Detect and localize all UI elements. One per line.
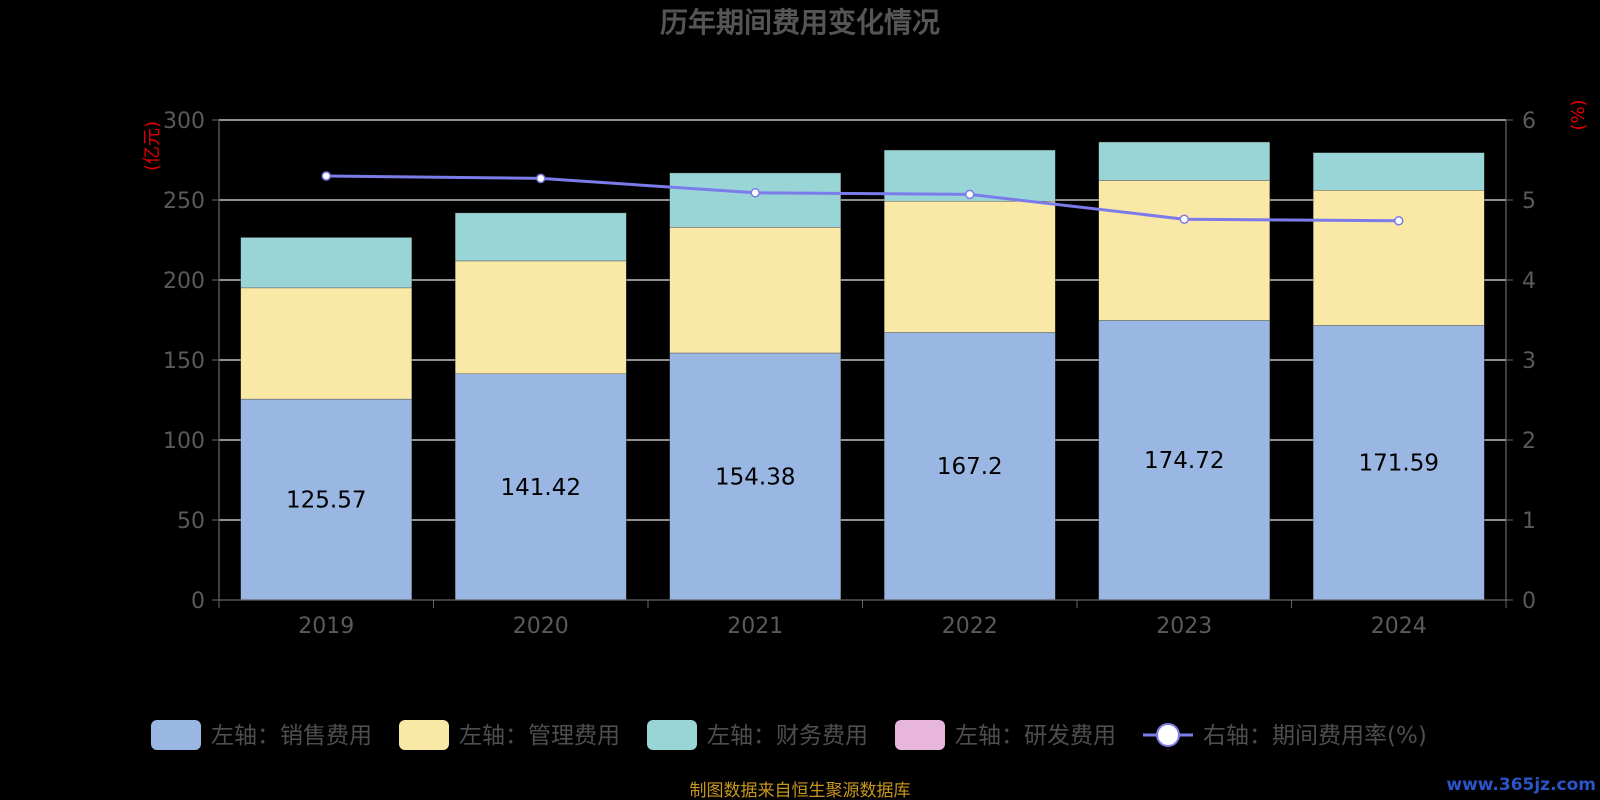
legend-swatch [151, 720, 201, 750]
legend-label: 左轴：研发费用 [955, 723, 1116, 749]
x-axis-tick-label: 2024 [1371, 614, 1427, 639]
bar-data-labels: 125.57 141.42 154.38 167.2 174.72 171.59 [286, 448, 1439, 513]
x-axis-tick-label: 2023 [1156, 614, 1212, 639]
bar-data-label: 125.57 [286, 488, 366, 514]
legend-label: 左轴：销售费用 [211, 723, 372, 749]
legend-swatch [647, 720, 697, 750]
bar-data-label: 171.59 [1359, 451, 1439, 477]
left-axis-tick-label: 50 [177, 509, 205, 534]
left-axis-tick-label: 300 [163, 109, 205, 134]
right-axis-tick-label: 2 [1522, 429, 1536, 454]
bar-segment [1098, 141, 1270, 181]
bar-segment [240, 398, 412, 601]
rate-point [1179, 214, 1189, 224]
rate-line-series [321, 171, 1404, 226]
bar-segment [1313, 152, 1485, 191]
bar-data-label: 174.72 [1144, 448, 1224, 474]
rate-point [1394, 216, 1404, 226]
legend-label: 左轴：财务费用 [707, 723, 868, 749]
bar-segment [669, 227, 841, 354]
rate-line [326, 174, 1399, 223]
right-axis-tick-label: 0 [1522, 589, 1536, 614]
bar-segment [1098, 320, 1270, 601]
grid-lines [219, 119, 1506, 521]
bar-segment [455, 212, 627, 262]
left-axis-tick-label: 100 [163, 429, 205, 454]
right-axis-tick-label: 4 [1522, 269, 1536, 294]
chart-title: 历年期间费用变化情况 [660, 6, 940, 39]
bar-segment [1313, 190, 1485, 326]
rate-point [321, 171, 331, 181]
x-axis-tick-label: 2019 [298, 614, 354, 639]
legend: 左轴：销售费用 左轴：管理费用 左轴：财务费用 左轴：研发费用 右轴：期间费用率(%) [151, 720, 1427, 750]
legend-label: 左轴：管理费用 [459, 723, 620, 749]
right-axis-tick-label: 6 [1522, 109, 1536, 134]
right-axis-tick-label: 3 [1522, 349, 1536, 374]
x-axis-tick-label: 2022 [942, 614, 998, 639]
bar-data-label: 154.38 [715, 464, 795, 490]
bar-data-label: 167.2 [937, 454, 1003, 480]
bar-segment [1098, 180, 1270, 321]
legend-swatch [895, 720, 945, 750]
x-axis-tick-label: 2020 [513, 614, 569, 639]
left-axis-tick-label: 150 [163, 349, 205, 374]
legend-marker [1156, 723, 1180, 747]
bar-segment [240, 237, 412, 289]
legend-swatch [399, 720, 449, 750]
left-axis-unit: (亿元) [142, 121, 163, 171]
axes: 0 50 100 150 200 250 300 0 1 2 3 4 5 6 2019 2020 2021 202… [163, 109, 1536, 639]
bar-segment [1313, 325, 1485, 601]
bar-data-label: 141.42 [501, 475, 581, 501]
bar-segment [669, 352, 841, 601]
watermark: www.365jz.com [1446, 775, 1596, 795]
legend-label: 右轴：期间费用率(%) [1203, 723, 1427, 749]
left-axis-tick-label: 200 [163, 269, 205, 294]
right-axis-unit: (%) [1568, 99, 1589, 130]
left-axis-tick-label: 250 [163, 189, 205, 214]
left-axis-tick-label: 0 [191, 589, 205, 614]
bar-segment [455, 373, 627, 601]
source-note: 制图数据来自恒生聚源数据库 [690, 781, 911, 800]
x-axis-tick-label: 2021 [727, 614, 783, 639]
rate-point [536, 173, 546, 184]
bar-segment [884, 201, 1056, 333]
rate-point [750, 188, 760, 198]
bar-segment [240, 287, 412, 400]
bar-segment [455, 260, 627, 374]
bar-segment [669, 172, 841, 228]
right-axis-tick-label: 5 [1522, 189, 1536, 214]
bar-series [240, 141, 1485, 601]
right-axis-tick-label: 1 [1522, 509, 1536, 534]
rate-point [965, 189, 975, 200]
